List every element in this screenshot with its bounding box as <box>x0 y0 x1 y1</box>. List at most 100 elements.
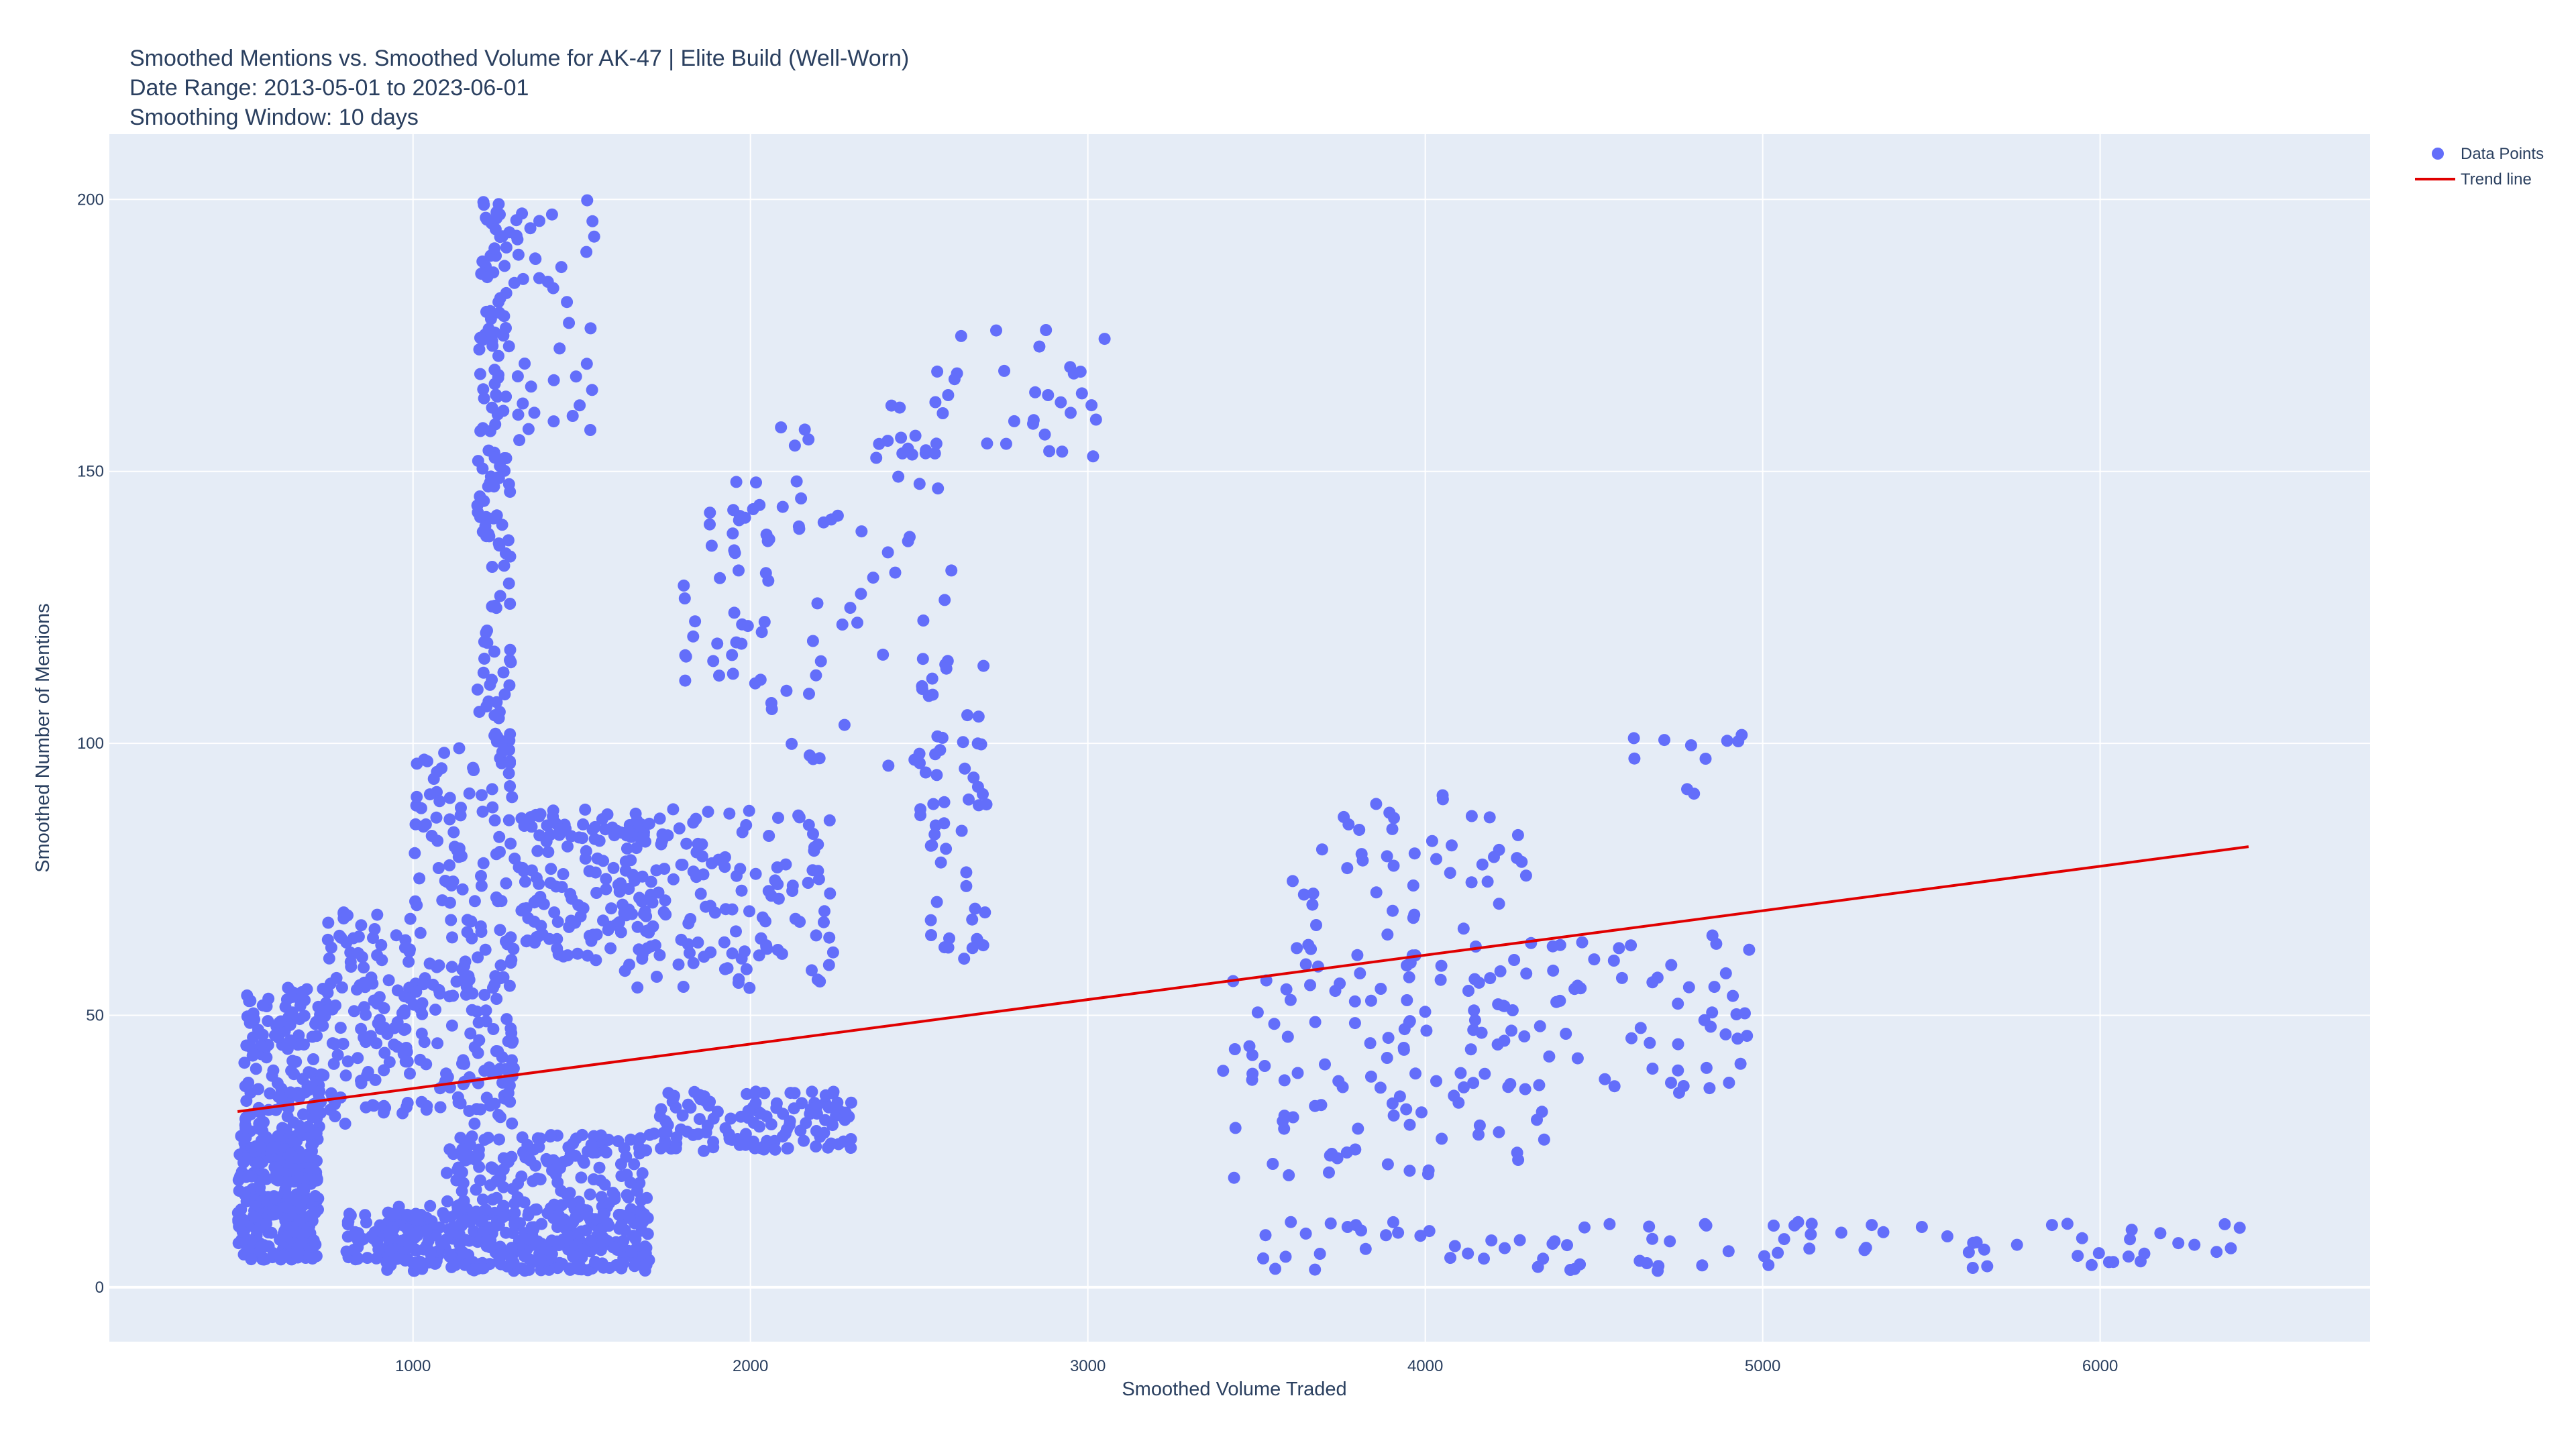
data-point <box>977 788 989 800</box>
data-point <box>1287 875 1299 888</box>
data-point <box>1381 850 1393 863</box>
data-point <box>408 1242 421 1255</box>
data-point <box>425 1248 437 1260</box>
data-point <box>360 1216 372 1229</box>
data-point <box>474 368 486 380</box>
data-point <box>504 656 517 669</box>
data-point <box>488 451 501 464</box>
data-point <box>1627 732 1640 745</box>
data-point <box>919 766 932 779</box>
data-point <box>429 1257 442 1270</box>
data-point <box>1043 445 1056 458</box>
data-point <box>1479 1067 1491 1080</box>
data-point <box>545 863 557 875</box>
data-point <box>943 932 955 945</box>
data-point <box>1304 979 1316 991</box>
data-point <box>1229 1122 1242 1134</box>
data-point <box>343 1208 356 1220</box>
data-point <box>274 1233 286 1246</box>
data-point <box>398 1004 411 1017</box>
data-point <box>1401 994 1413 1006</box>
data-point <box>1512 1154 1525 1166</box>
data-point <box>730 636 743 649</box>
data-point <box>456 1143 469 1156</box>
data-point <box>529 252 541 265</box>
data-point <box>630 842 643 855</box>
data-point <box>1608 1080 1621 1093</box>
data-point <box>727 504 740 517</box>
data-point <box>1065 407 1077 419</box>
data-point <box>429 1004 441 1016</box>
data-point <box>534 1253 547 1266</box>
data-point <box>770 1097 783 1110</box>
data-point <box>355 1022 368 1035</box>
data-point <box>401 1208 414 1221</box>
data-point <box>1291 1067 1304 1079</box>
data-point <box>810 669 822 682</box>
data-point <box>518 1196 531 1209</box>
data-point <box>524 1154 537 1167</box>
data-point <box>274 1015 287 1028</box>
data-point <box>929 396 942 409</box>
data-point <box>591 852 604 865</box>
data-point <box>704 518 716 531</box>
data-point <box>1291 942 1303 955</box>
data-point <box>775 421 788 434</box>
data-point <box>475 869 487 882</box>
data-point <box>1392 1226 1405 1239</box>
data-point <box>284 1086 297 1099</box>
data-point <box>544 1130 557 1143</box>
data-point <box>708 906 721 919</box>
data-point <box>963 793 975 806</box>
data-point <box>1508 954 1521 966</box>
data-point <box>313 1085 326 1097</box>
data-point <box>1727 989 1739 1002</box>
data-point <box>1643 1220 1656 1233</box>
data-point <box>260 1218 272 1230</box>
data-point <box>441 1167 453 1179</box>
data-point <box>492 198 505 211</box>
data-point <box>578 1243 591 1256</box>
data-point <box>1404 957 1417 969</box>
data-point <box>714 572 727 584</box>
data-point <box>600 873 612 885</box>
data-point <box>749 1087 761 1100</box>
data-point <box>718 861 731 873</box>
data-point <box>687 630 700 643</box>
data-point <box>959 762 971 775</box>
data-point <box>547 374 560 386</box>
data-point <box>927 798 940 810</box>
data-point <box>622 825 635 838</box>
data-point <box>776 500 789 513</box>
data-point <box>690 812 702 825</box>
data-point <box>1672 1038 1684 1051</box>
data-point <box>1038 428 1051 441</box>
data-point <box>239 1111 252 1124</box>
data-point <box>706 857 718 869</box>
data-point <box>498 452 511 464</box>
data-point <box>564 1196 577 1209</box>
data-point <box>1478 1252 1490 1265</box>
data-point <box>375 938 388 951</box>
data-point <box>487 512 500 525</box>
data-point <box>657 906 670 918</box>
data-point <box>742 1104 755 1117</box>
data-point <box>844 602 857 614</box>
data-point <box>696 850 708 863</box>
data-point <box>655 1142 667 1155</box>
data-point <box>284 1034 297 1046</box>
data-point <box>445 961 458 973</box>
data-point <box>723 807 736 820</box>
data-point <box>468 764 480 776</box>
data-point <box>1403 971 1415 983</box>
x-tick-label: 3000 <box>1070 1357 1106 1375</box>
data-point <box>516 1131 529 1144</box>
legend[interactable]: Data Points Trend line <box>2415 145 2544 189</box>
data-point <box>806 1085 818 1098</box>
data-point <box>232 1215 245 1228</box>
data-point <box>698 1144 710 1157</box>
data-point <box>806 635 819 647</box>
data-point <box>404 1067 416 1080</box>
data-point <box>1246 1073 1258 1086</box>
data-point <box>304 1152 317 1165</box>
